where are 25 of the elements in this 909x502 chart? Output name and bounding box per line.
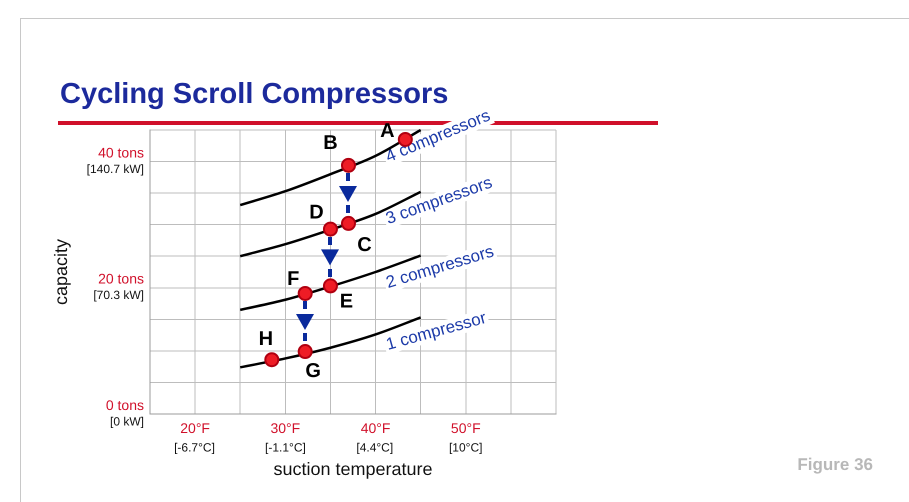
- caption: Figure 36: [797, 455, 873, 475]
- x2-tick-label: [4.4°C]: [356, 440, 394, 454]
- y2-tick-label: [140.7 kW]: [86, 162, 144, 176]
- x-tick-label: 40°F: [360, 420, 390, 436]
- x2-tick-label: [-6.7°C]: [174, 440, 215, 454]
- annotation: G: [305, 360, 321, 382]
- x2-tick-label: [-1.1°C]: [265, 440, 306, 454]
- y2-tick-label: [70.3 kW]: [93, 288, 144, 302]
- y-tick-label: 40 tons: [98, 144, 144, 160]
- x-axis-title: suction temperature: [273, 458, 433, 479]
- annotation: C: [357, 234, 372, 256]
- y-tick-label: 20 tons: [98, 270, 144, 287]
- annotation: E: [340, 290, 354, 312]
- x-tick-label: 30°F: [270, 420, 300, 436]
- y2-axis-title: capacity: [50, 238, 71, 306]
- annotation: D: [309, 202, 324, 224]
- annotation: B: [323, 132, 338, 154]
- annotation: F: [287, 268, 300, 290]
- y-tick-label: 0 tons: [106, 396, 144, 413]
- annotation: H: [258, 328, 274, 350]
- x2-tick-label: [10°C]: [448, 440, 482, 454]
- annotation: A: [380, 120, 395, 142]
- x-tick-label: 50°F: [450, 420, 481, 436]
- y2-tick-label: [0 kW]: [110, 414, 144, 428]
- x-tick-label: 20°F: [180, 420, 210, 436]
